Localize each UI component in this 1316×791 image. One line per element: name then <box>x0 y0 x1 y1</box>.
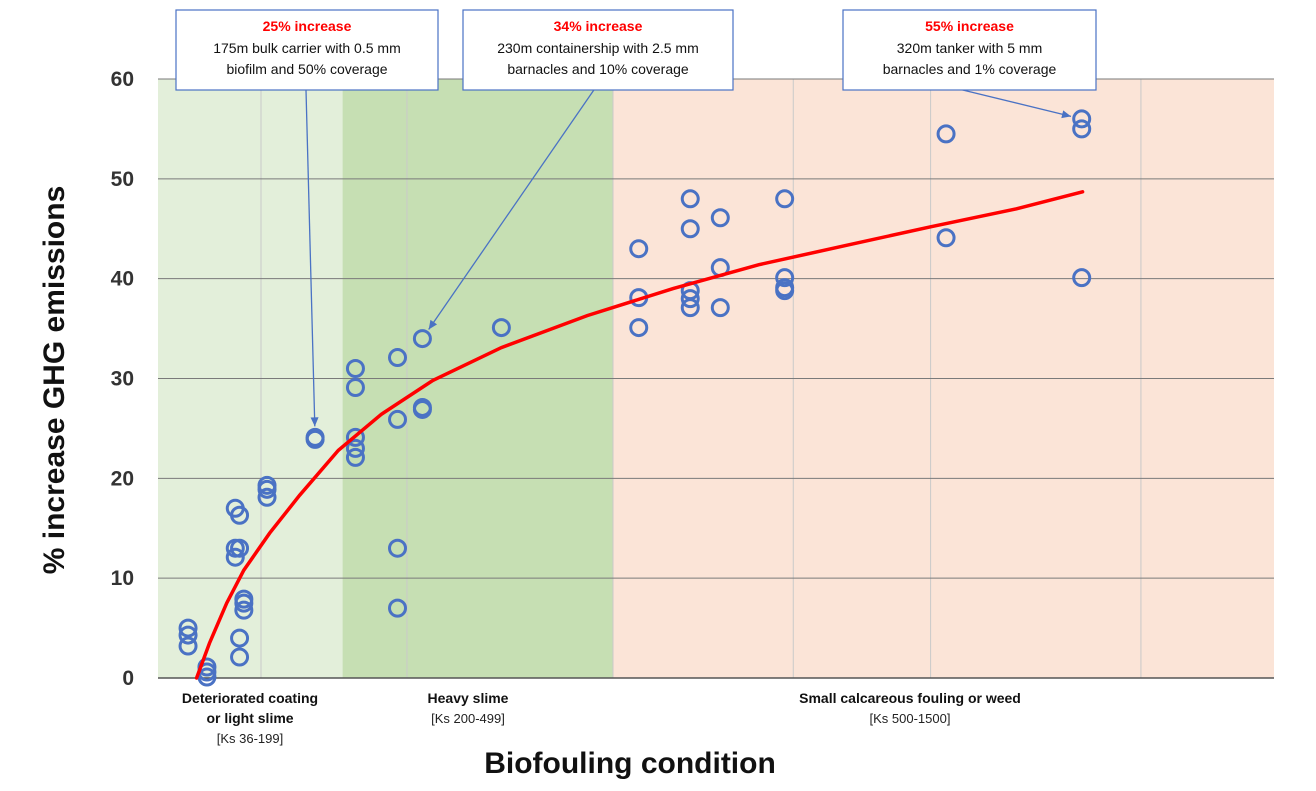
annotation-text-1-1: 175m bulk carrier with 0.5 mm <box>213 40 401 56</box>
data-point-52 <box>1072 109 1092 129</box>
annotation-boxes: 25% increase 175m bulk carrier with 0.5 m… <box>175 9 1097 91</box>
trend-line <box>194 190 1085 680</box>
data-points <box>178 109 1092 687</box>
annotation-heading-1: 25% increase <box>263 18 352 34</box>
data-point-24 <box>345 427 365 447</box>
data-point-22 <box>345 359 365 379</box>
annotation-box-2 <box>462 9 734 91</box>
data-point-53 <box>1072 119 1092 139</box>
y-axis-title: % increase GHG emissions <box>38 186 71 575</box>
annotation-box-1 <box>175 9 439 91</box>
arrow-head-1 <box>310 417 319 427</box>
y-axis-ticks: 0 10 20 30 40 50 60 <box>111 68 134 690</box>
category-range-2: [Ks 200-499] <box>431 711 505 726</box>
annotation-arrow-2 <box>428 83 599 330</box>
annotation-box-3 <box>842 9 1097 91</box>
arrow-shaft-1 <box>305 89 316 427</box>
data-point-46 <box>775 189 795 209</box>
category-range-3: [Ks 500-1500] <box>870 711 951 726</box>
x-axis-categories: Deteriorated coating or light slime [Ks 36… <box>182 690 1021 746</box>
data-point-6 <box>197 667 217 687</box>
data-point-27 <box>388 348 408 368</box>
data-point-37 <box>629 318 649 338</box>
data-point-45 <box>710 298 730 318</box>
annotation-3: 55% increase 320m tanker with 5 mm barnacl… <box>842 9 1097 91</box>
data-point-2 <box>178 625 198 645</box>
data-point-13 <box>230 647 250 667</box>
data-point-31 <box>412 329 432 349</box>
y-tick-label-60: 60 <box>111 68 134 91</box>
category-range-1: [Ks 36-199] <box>217 731 284 746</box>
category-name-3-1: Small calcareous fouling or weed <box>799 690 1021 706</box>
y-tick-label-50: 50 <box>111 168 134 191</box>
category-name-2-1: Heavy slime <box>428 690 509 706</box>
annotation-text-3-2: barnacles and 1% coverage <box>883 61 1057 77</box>
data-point-50 <box>936 124 956 144</box>
data-point-11 <box>230 538 250 558</box>
data-point-1 <box>178 618 198 638</box>
data-point-42 <box>680 298 700 318</box>
data-point-29 <box>388 538 408 558</box>
data-point-34 <box>491 318 511 338</box>
data-point-41 <box>680 289 700 309</box>
annotation-arrow-1 <box>305 89 319 427</box>
y-tick-label-30: 30 <box>111 368 134 391</box>
arrow-shaft-2 <box>428 83 599 330</box>
annotation-text-2-2: barnacles and 10% coverage <box>507 61 689 77</box>
data-point-28 <box>388 409 408 429</box>
data-point-3 <box>178 636 198 656</box>
category-name-1-1: Deteriorated coating <box>182 690 318 706</box>
data-point-12 <box>230 628 250 648</box>
data-point-38 <box>680 189 700 209</box>
data-point-30 <box>388 598 408 618</box>
data-point-18 <box>257 479 277 499</box>
data-point-25 <box>345 438 365 458</box>
annotation-2: 34% increase 230m containership with 2.5 … <box>462 9 734 91</box>
data-point-43 <box>710 208 730 228</box>
data-point-33 <box>412 399 432 419</box>
annotation-heading-2: 34% increase <box>554 18 643 34</box>
data-point-26 <box>345 447 365 467</box>
annotation-1: 25% increase 175m bulk carrier with 0.5 m… <box>175 9 439 91</box>
data-point-9 <box>225 547 245 567</box>
arrow-head-3 <box>1061 110 1072 119</box>
data-point-23 <box>345 377 365 397</box>
data-point-49 <box>775 281 795 301</box>
annotation-heading-3: 55% increase <box>925 18 1014 34</box>
data-point-51 <box>936 228 956 248</box>
data-point-10 <box>230 505 250 525</box>
data-point-16 <box>234 600 254 620</box>
arrow-head-2 <box>428 319 438 330</box>
data-point-54 <box>1072 268 1092 288</box>
y-tick-label-40: 40 <box>111 268 134 291</box>
annotation-text-3-1: 320m tanker with 5 mm <box>897 40 1043 56</box>
data-point-21 <box>305 429 325 449</box>
data-point-15 <box>234 593 254 613</box>
annotation-text-2-1: 230m containership with 2.5 mm <box>497 40 699 56</box>
data-point-39 <box>680 219 700 239</box>
y-tick-label-10: 10 <box>111 567 134 590</box>
category-name-1-2: or light slime <box>206 710 293 726</box>
y-tick-label-20: 20 <box>111 467 134 490</box>
y-tick-label-0: 0 <box>122 667 134 690</box>
annotation-text-1-2: biofilm and 50% coverage <box>226 61 387 77</box>
data-point-19 <box>257 487 277 507</box>
x-axis-title: Biofouling condition <box>484 747 776 780</box>
data-point-47 <box>775 268 795 288</box>
data-point-35 <box>629 239 649 259</box>
